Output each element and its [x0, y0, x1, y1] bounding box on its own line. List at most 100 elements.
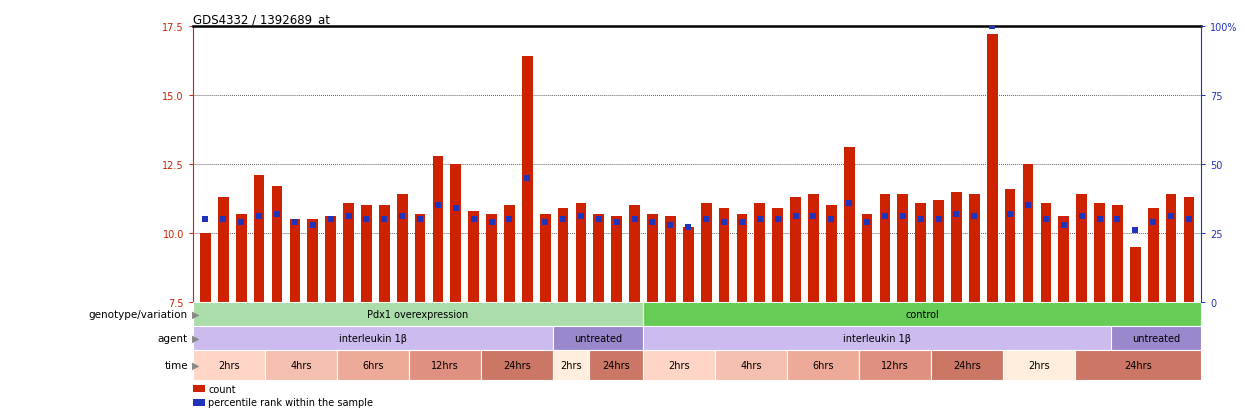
- Point: [857, 219, 876, 226]
- Bar: [415, 214, 426, 302]
- Bar: [575, 203, 586, 302]
- Bar: [271, 187, 283, 302]
- Bar: [344, 203, 354, 302]
- Point: [410, 216, 430, 223]
- Text: Pdx1 overexpression: Pdx1 overexpression: [367, 309, 468, 319]
- Point: [1053, 222, 1073, 228]
- Point: [571, 214, 591, 220]
- Point: [839, 200, 859, 206]
- Bar: [540, 214, 550, 302]
- Point: [606, 219, 626, 226]
- Point: [911, 216, 931, 223]
- Text: 12hrs: 12hrs: [881, 360, 909, 370]
- Bar: [647, 214, 657, 302]
- Point: [625, 216, 645, 223]
- Point: [1125, 228, 1145, 234]
- Bar: [1076, 195, 1087, 302]
- Point: [642, 219, 662, 226]
- Bar: [378, 206, 390, 302]
- Bar: [218, 198, 229, 302]
- Point: [356, 216, 376, 223]
- Bar: [451, 164, 461, 302]
- Bar: [772, 209, 783, 302]
- Point: [303, 222, 322, 228]
- Point: [768, 216, 788, 223]
- Bar: [879, 195, 890, 302]
- Bar: [934, 200, 944, 302]
- Bar: [808, 195, 819, 302]
- Bar: [553, 350, 589, 380]
- Text: 2hrs: 2hrs: [218, 360, 240, 370]
- Bar: [589, 350, 644, 380]
- Point: [715, 219, 735, 226]
- Bar: [1076, 350, 1201, 380]
- Text: 2hrs: 2hrs: [560, 360, 581, 370]
- Bar: [684, 228, 693, 302]
- Bar: [629, 206, 640, 302]
- Text: untreated: untreated: [1133, 333, 1180, 343]
- Point: [266, 211, 286, 218]
- Bar: [1130, 247, 1140, 302]
- Point: [1107, 216, 1127, 223]
- Point: [499, 216, 519, 223]
- Text: agent: agent: [158, 333, 188, 343]
- Bar: [200, 233, 210, 302]
- Bar: [193, 326, 553, 350]
- Point: [1143, 219, 1163, 226]
- Point: [679, 225, 698, 231]
- Bar: [410, 350, 481, 380]
- Point: [1179, 216, 1199, 223]
- Point: [965, 214, 985, 220]
- Point: [875, 214, 895, 220]
- Point: [428, 203, 448, 209]
- Point: [803, 214, 823, 220]
- Bar: [193, 350, 265, 380]
- Bar: [468, 211, 479, 302]
- Text: ▶: ▶: [192, 360, 199, 370]
- Point: [249, 214, 269, 220]
- Point: [589, 216, 609, 223]
- Point: [482, 219, 502, 226]
- Point: [339, 214, 359, 220]
- Point: [446, 205, 466, 212]
- Bar: [290, 220, 300, 302]
- Text: 6hrs: 6hrs: [813, 360, 834, 370]
- Text: interleukin 1β: interleukin 1β: [843, 333, 911, 343]
- Point: [696, 216, 716, 223]
- Bar: [969, 195, 980, 302]
- Bar: [825, 206, 837, 302]
- Text: 6hrs: 6hrs: [362, 360, 383, 370]
- Bar: [397, 195, 407, 302]
- Point: [321, 216, 341, 223]
- Bar: [193, 302, 644, 326]
- Point: [929, 216, 949, 223]
- Bar: [432, 156, 443, 302]
- Bar: [898, 195, 908, 302]
- Text: time: time: [164, 360, 188, 370]
- Bar: [1112, 206, 1123, 302]
- Bar: [1003, 350, 1076, 380]
- Bar: [737, 214, 747, 302]
- Point: [285, 219, 305, 226]
- Point: [946, 211, 966, 218]
- Point: [786, 214, 806, 220]
- Text: untreated: untreated: [574, 333, 622, 343]
- Bar: [1022, 164, 1033, 302]
- Bar: [644, 302, 1201, 326]
- Text: GDS4332 / 1392689_at: GDS4332 / 1392689_at: [193, 13, 330, 26]
- Bar: [504, 206, 515, 302]
- Point: [553, 216, 573, 223]
- Text: percentile rank within the sample: percentile rank within the sample: [208, 397, 374, 407]
- Text: control: control: [905, 309, 939, 319]
- Bar: [718, 209, 730, 302]
- Bar: [594, 214, 604, 302]
- Bar: [481, 350, 553, 380]
- Point: [749, 216, 769, 223]
- Bar: [1005, 190, 1016, 302]
- Point: [893, 214, 913, 220]
- Bar: [254, 176, 264, 302]
- Text: ▶: ▶: [192, 333, 199, 343]
- Bar: [265, 350, 337, 380]
- Bar: [665, 217, 676, 302]
- Bar: [1094, 203, 1104, 302]
